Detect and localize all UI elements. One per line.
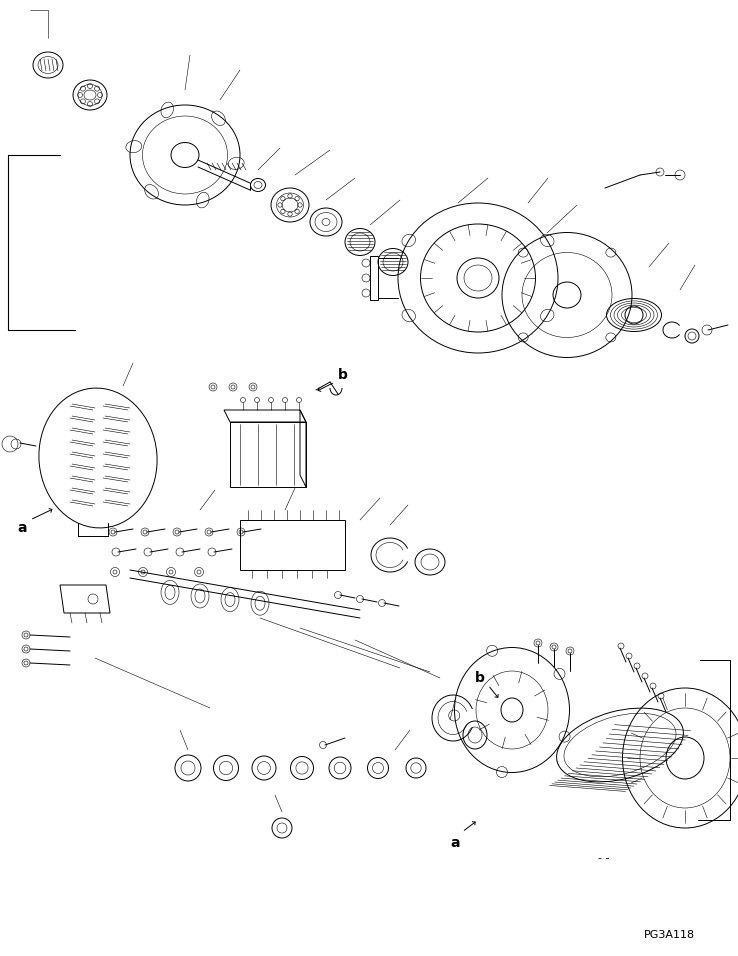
Text: a: a: [450, 836, 460, 850]
Text: a: a: [17, 521, 27, 535]
Text: b: b: [475, 671, 485, 685]
Text: b: b: [338, 368, 348, 382]
Text: - -: - -: [598, 853, 610, 863]
Bar: [370, 256, 378, 300]
Text: PG3A118: PG3A118: [644, 930, 695, 940]
